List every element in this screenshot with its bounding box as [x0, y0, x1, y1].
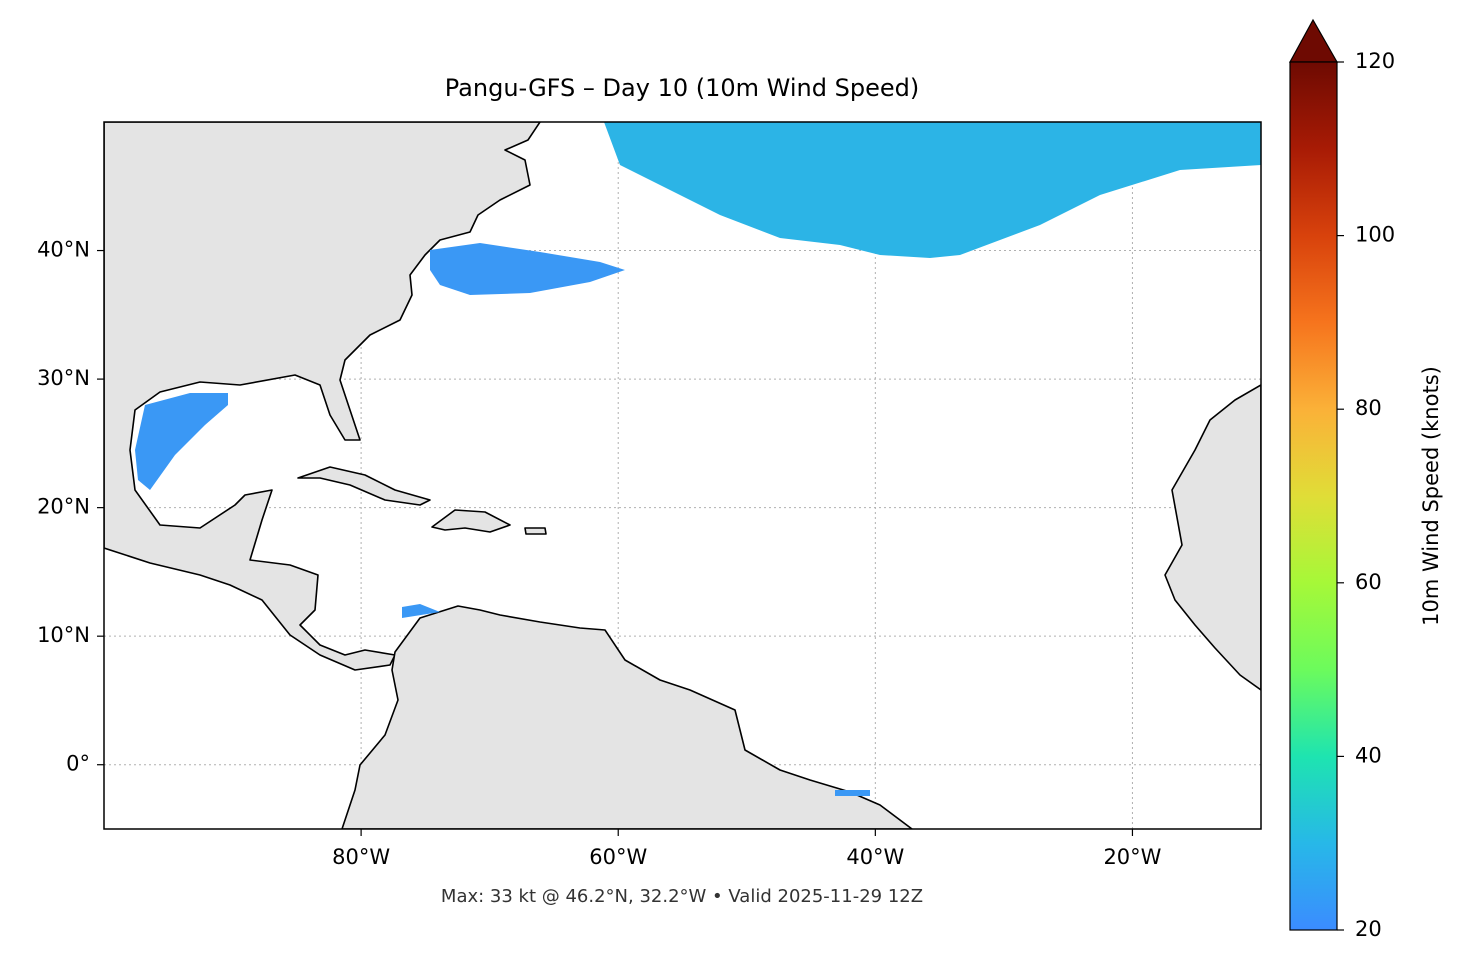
y-tick-label: 40°N: [37, 238, 90, 262]
x-tick-label: 20°W: [1103, 845, 1161, 869]
wind-field: [402, 604, 440, 618]
colorbar-extend: [1288, 18, 1339, 63]
x-tick-label: 80°W: [332, 845, 390, 869]
footnote: Max: 33 kt @ 46.2°N, 32.2°W • Valid 2025…: [441, 886, 923, 907]
map-frame: [103, 121, 1262, 830]
y-tick-label: 20°N: [37, 495, 90, 519]
colorbar-tick-label: 40: [1355, 743, 1382, 767]
y-tick-label: 0°: [66, 752, 90, 776]
colorbar-tick-label: 20: [1355, 917, 1382, 941]
africa: [1164, 384, 1261, 691]
y-tick-label: 10°N: [37, 623, 90, 647]
x-tick-label: 60°W: [589, 845, 647, 869]
puerto-rico: [524, 527, 547, 535]
wind-field: [604, 122, 1261, 258]
cuba: [297, 466, 431, 506]
wind-field: [135, 393, 228, 490]
north-america: [104, 122, 541, 671]
wind-field: [835, 790, 870, 796]
chart-title: Pangu-GFS – Day 10 (10m Wind Speed): [445, 74, 919, 102]
colorbar-tick-label: 80: [1355, 396, 1382, 420]
colorbar-tick-label: 100: [1355, 223, 1395, 247]
x-tick-label: 40°W: [846, 845, 904, 869]
colorbar: [1289, 61, 1338, 931]
south-america: [341, 605, 913, 829]
y-tick-label: 30°N: [37, 366, 90, 390]
hispaniola: [431, 509, 511, 533]
map: [104, 122, 1261, 829]
wind-field: [430, 243, 625, 295]
colorbar-tick-label: 60: [1355, 570, 1382, 594]
colorbar-tick-label: 120: [1355, 49, 1395, 73]
colorbar-label: 10m Wind Speed (knots): [1419, 366, 1443, 626]
